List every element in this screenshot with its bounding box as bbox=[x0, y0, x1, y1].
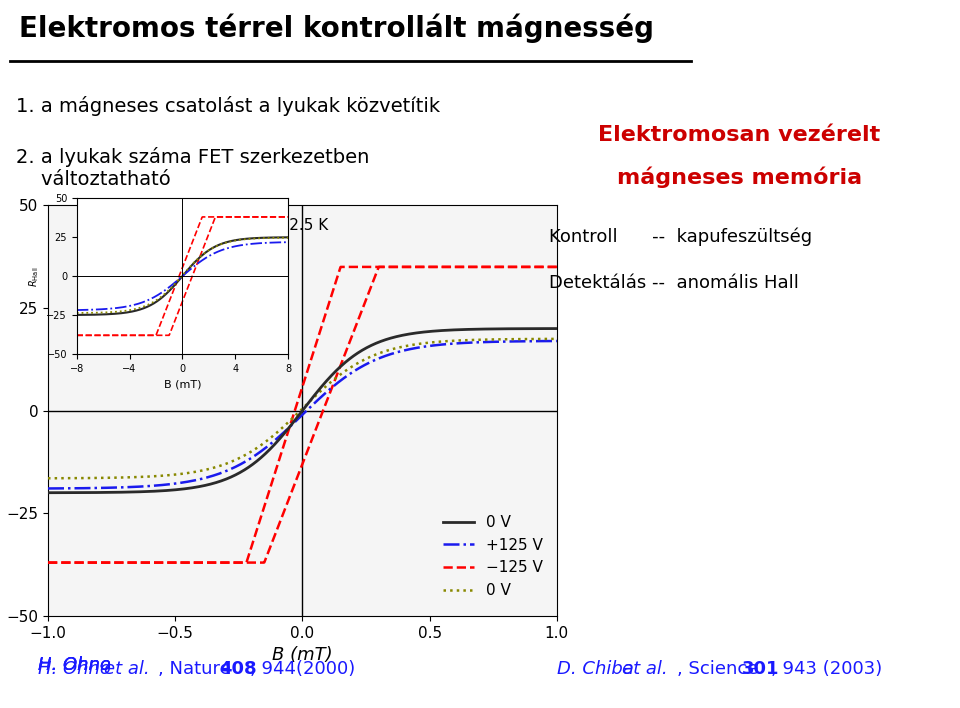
Text: 408: 408 bbox=[219, 660, 256, 678]
Text: D. Chiba: D. Chiba bbox=[557, 660, 639, 678]
Text: et al.: et al. bbox=[622, 660, 668, 678]
Text: mágneses memória: mágneses memória bbox=[616, 166, 862, 188]
+125 V bbox=[94, 484, 106, 492]
0 V bbox=[439, 326, 450, 335]
Text: 1. a mágneses csatolást a lyukak közvetítik: 1. a mágneses csatolást a lyukak közvetí… bbox=[15, 96, 440, 115]
Text: Elektromos térrel kontrollált mágnesség: Elektromos térrel kontrollált mágnesség bbox=[19, 14, 654, 43]
Text: H. Ohno: H. Ohno bbox=[38, 656, 117, 674]
−125 V bbox=[335, 263, 347, 271]
Text: Kontroll      --  kapufeszültség: Kontroll -- kapufeszültség bbox=[549, 228, 812, 246]
Text: 301: 301 bbox=[742, 660, 780, 678]
−125 V bbox=[537, 263, 548, 271]
0 V bbox=[392, 332, 403, 341]
+125 V bbox=[448, 339, 460, 348]
−125 V bbox=[551, 263, 563, 271]
0 V bbox=[439, 337, 450, 346]
+125 V bbox=[266, 438, 277, 447]
0 V bbox=[42, 474, 54, 483]
−125 V bbox=[276, 447, 288, 455]
Text: H. Ohno: H. Ohno bbox=[38, 656, 117, 674]
Text: , Nature: , Nature bbox=[158, 660, 237, 678]
Line: −125 V: −125 V bbox=[48, 267, 557, 563]
Text: , Science: , Science bbox=[677, 660, 764, 678]
0 V bbox=[448, 336, 460, 345]
Text: et al.: et al. bbox=[104, 660, 150, 678]
−125 V bbox=[68, 559, 80, 567]
+125 V bbox=[439, 340, 450, 348]
Line: 0 V: 0 V bbox=[48, 329, 557, 493]
−125 V bbox=[444, 263, 455, 271]
X-axis label: B (mT): B (mT) bbox=[163, 379, 202, 389]
Text: , 944(2000): , 944(2000) bbox=[250, 660, 355, 678]
0 V bbox=[551, 335, 563, 343]
Text: , 943 (2003): , 943 (2003) bbox=[771, 660, 882, 678]
0 V bbox=[248, 459, 259, 468]
Line: +125 V: +125 V bbox=[48, 341, 557, 489]
0 V bbox=[266, 433, 277, 441]
−125 V bbox=[290, 404, 301, 413]
0 V bbox=[551, 324, 563, 333]
0 V bbox=[42, 489, 54, 497]
+125 V bbox=[551, 337, 563, 346]
+125 V bbox=[42, 484, 54, 493]
Text: Sample B  22.5 K: Sample B 22.5 K bbox=[197, 217, 328, 233]
0 V bbox=[94, 474, 106, 482]
Legend: 0 V, +125 V, −125 V, 0 V: 0 V, +125 V, −125 V, 0 V bbox=[438, 509, 549, 604]
0 V bbox=[248, 446, 259, 455]
0 V bbox=[448, 326, 460, 334]
Line: 0 V: 0 V bbox=[48, 339, 557, 479]
0 V bbox=[266, 442, 277, 451]
Text: Elektromosan vezérelt: Elektromosan vezérelt bbox=[598, 125, 880, 144]
+125 V bbox=[248, 452, 259, 461]
Y-axis label: $R_\mathrm{Hall}$: $R_\mathrm{Hall}$ bbox=[27, 266, 41, 287]
Text: Detektálás --  anomális Hall: Detektálás -- anomális Hall bbox=[549, 274, 799, 292]
Text: 2. a lyukak száma FET szerkezetben
    változtatható: 2. a lyukak száma FET szerkezetben válto… bbox=[15, 147, 370, 188]
X-axis label: B (mT): B (mT) bbox=[272, 646, 333, 664]
Text: H. Ohno: H. Ohno bbox=[38, 656, 117, 674]
0 V bbox=[392, 343, 403, 352]
0 V bbox=[94, 489, 106, 497]
−125 V bbox=[537, 263, 548, 271]
+125 V bbox=[392, 348, 403, 356]
Text: H. Ohno: H. Ohno bbox=[38, 660, 117, 678]
−125 V bbox=[42, 559, 54, 567]
